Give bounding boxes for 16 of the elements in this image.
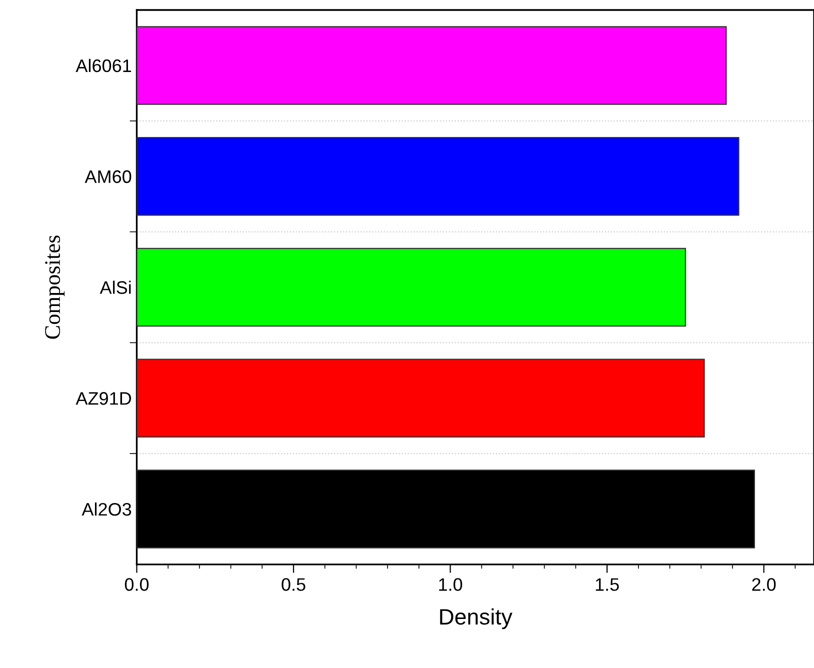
y-tick-label: Al6061	[76, 58, 132, 72]
x-tick-label: 1.0	[439, 578, 462, 591]
y-tick-label: AlSi	[100, 280, 131, 294]
x-axis-title: Density	[440, 608, 512, 630]
bar	[136, 136, 740, 216]
x-tick-label: 0.0	[124, 578, 149, 591]
bar	[136, 248, 686, 327]
y-tick-label: Al2O3	[82, 502, 132, 516]
x-tick-label: 2.0	[752, 578, 776, 591]
bar	[136, 358, 705, 438]
x-tick-label: 0.5	[282, 578, 306, 591]
y-tick-label: AZ91D	[76, 392, 132, 405]
x-tick-label: 1.5	[596, 578, 619, 591]
y-axis-title: Composites	[45, 236, 65, 339]
bar	[136, 26, 727, 105]
y-tick-label: AM60	[84, 170, 132, 184]
